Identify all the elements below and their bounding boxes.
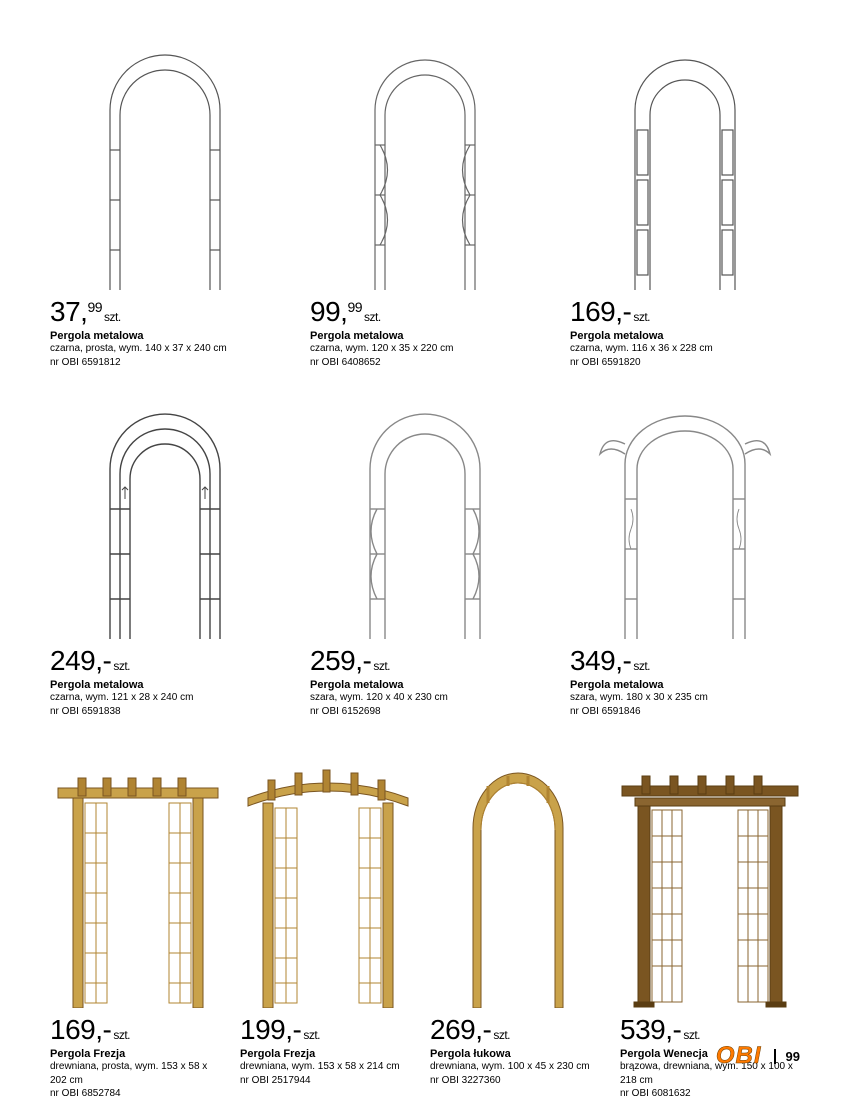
product-image	[310, 389, 540, 639]
product-sku: nr OBI 2517944	[240, 1074, 416, 1088]
product-sku: nr OBI 6081632	[620, 1087, 800, 1101]
product-name: Pergola metalowa	[310, 330, 540, 342]
price: 199,-szt.	[240, 1016, 416, 1044]
price-unit: szt.	[113, 659, 130, 673]
product-name: Pergola metalowa	[50, 330, 280, 342]
product-image	[310, 40, 540, 290]
price-unit: szt.	[364, 310, 381, 324]
brand-logo: OBI	[716, 1042, 762, 1070]
price-int: 169,-	[570, 296, 631, 327]
price-int: 249,-	[50, 645, 111, 676]
product-name: Pergola metalowa	[570, 679, 800, 691]
product-image	[570, 389, 800, 639]
price-unit: szt.	[633, 659, 650, 673]
product-sku: nr OBI 6852784	[50, 1087, 226, 1101]
product-card: 259,-szt. Pergola metalowa szara, wym. 1…	[310, 389, 540, 718]
product-desc: szara, wym. 180 x 30 x 235 cm	[570, 691, 800, 705]
price: 349,-szt.	[570, 647, 800, 675]
product-image	[570, 40, 800, 290]
product-desc: drewniana, prosta, wym. 153 x 58 x 202 c…	[50, 1060, 226, 1087]
product-desc: czarna, wym. 116 x 36 x 228 cm	[570, 342, 800, 356]
product-image	[620, 748, 800, 1008]
price-int: 259,-	[310, 645, 371, 676]
product-desc: drewniana, wym. 153 x 58 x 214 cm	[240, 1060, 416, 1074]
page-footer: OBI 99	[716, 1042, 800, 1070]
product-card: 199,-szt. Pergola Frezja drewniana, wym.…	[240, 748, 416, 1101]
product-card: 99,99szt. Pergola metalowa czarna, wym. …	[310, 40, 540, 369]
product-sku: nr OBI 6591820	[570, 356, 800, 370]
price: 37,99szt.	[50, 298, 280, 326]
price: 539,-szt.	[620, 1016, 800, 1044]
product-name: Pergola Frezja	[240, 1048, 416, 1060]
product-sku: nr OBI 6408652	[310, 356, 540, 370]
product-desc: czarna, wym. 120 x 35 x 220 cm	[310, 342, 540, 356]
product-sku: nr OBI 3227360	[430, 1074, 606, 1088]
price: 269,-szt.	[430, 1016, 606, 1044]
product-image	[430, 748, 606, 1008]
product-card: 169,-szt. Pergola Frezja drewniana, pros…	[50, 748, 226, 1101]
price-int: 539,-	[620, 1014, 681, 1045]
product-image	[240, 748, 416, 1008]
price-int: 37,	[50, 296, 87, 327]
product-desc: czarna, prosta, wym. 140 x 37 x 240 cm	[50, 342, 280, 356]
product-card: 249,-szt. Pergola metalowa czarna, wym. …	[50, 389, 280, 718]
product-desc: szara, wym. 120 x 40 x 230 cm	[310, 691, 540, 705]
page-number: 99	[774, 1049, 800, 1064]
price-unit: szt.	[104, 310, 121, 324]
price: 169,-szt.	[50, 1016, 226, 1044]
product-grid-top: 37,99szt. Pergola metalowa czarna, prost…	[50, 40, 800, 718]
product-name: Pergola Frezja	[50, 1048, 226, 1060]
price-unit: szt.	[303, 1028, 320, 1042]
price-unit: szt.	[683, 1028, 700, 1042]
product-sku: nr OBI 6152698	[310, 705, 540, 719]
product-card: 37,99szt. Pergola metalowa czarna, prost…	[50, 40, 280, 369]
product-name: Pergola metalowa	[50, 679, 280, 691]
product-sku: nr OBI 6591846	[570, 705, 800, 719]
price-int: 349,-	[570, 645, 631, 676]
price-dec: 99	[87, 299, 102, 315]
product-sku: nr OBI 6591838	[50, 705, 280, 719]
product-sku: nr OBI 6591812	[50, 356, 280, 370]
product-card: 169,-szt. Pergola metalowa czarna, wym. …	[570, 40, 800, 369]
price-unit: szt.	[113, 1028, 130, 1042]
product-desc: drewniana, wym. 100 x 45 x 230 cm	[430, 1060, 606, 1074]
price-int: 199,-	[240, 1014, 301, 1045]
price: 169,-szt.	[570, 298, 800, 326]
price-dec: 99	[347, 299, 362, 315]
product-image	[50, 40, 280, 290]
product-name: Pergola łukowa	[430, 1048, 606, 1060]
price-unit: szt.	[633, 310, 650, 324]
product-image	[50, 748, 226, 1008]
product-desc: czarna, wym. 121 x 28 x 240 cm	[50, 691, 280, 705]
price: 259,-szt.	[310, 647, 540, 675]
product-name: Pergola metalowa	[570, 330, 800, 342]
product-card: 349,-szt. Pergola metalowa szara, wym. 1…	[570, 389, 800, 718]
product-card: 269,-szt. Pergola łukowa drewniana, wym.…	[430, 748, 606, 1101]
product-image	[50, 389, 280, 639]
price-int: 269,-	[430, 1014, 491, 1045]
price-int: 169,-	[50, 1014, 111, 1045]
price-unit: szt.	[373, 659, 390, 673]
price-int: 99,	[310, 296, 347, 327]
price: 249,-szt.	[50, 647, 280, 675]
price: 99,99szt.	[310, 298, 540, 326]
product-name: Pergola metalowa	[310, 679, 540, 691]
product-grid-bottom: 169,-szt. Pergola Frezja drewniana, pros…	[50, 748, 800, 1101]
price-unit: szt.	[493, 1028, 510, 1042]
